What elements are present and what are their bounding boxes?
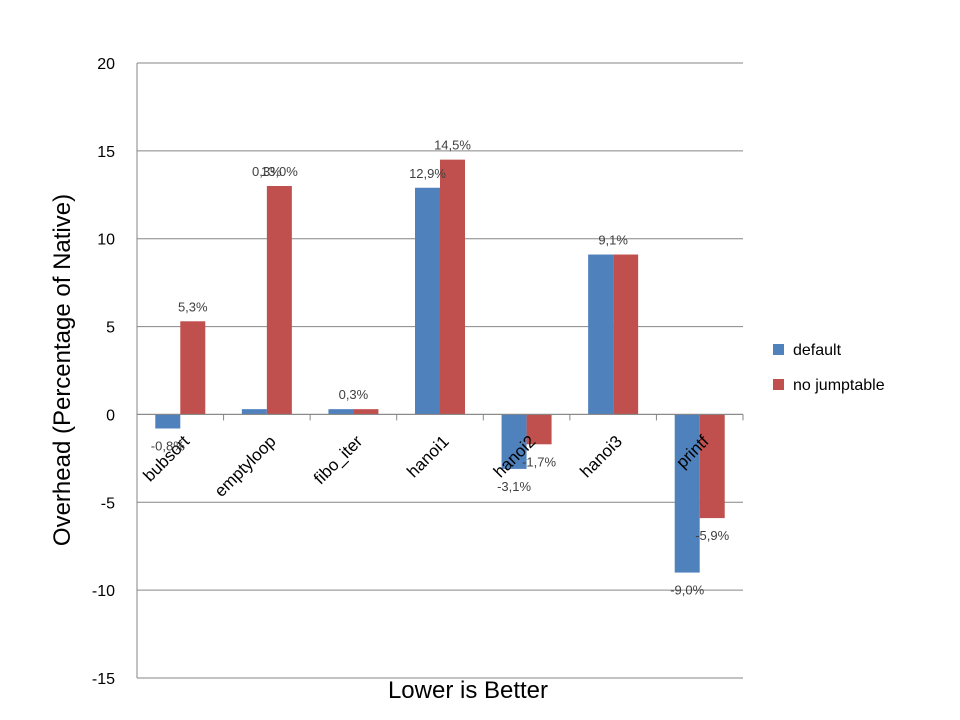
legend-label: default	[793, 342, 842, 359]
bar-no-jumptable-hanoi1	[440, 159, 465, 415]
y-tick-label: 0	[106, 407, 115, 424]
bar-no-jumptable-printf	[699, 414, 725, 519]
bar-default-bubsort	[155, 414, 181, 429]
data-label: -3,1%	[497, 479, 531, 494]
y-tick-label: 5	[106, 320, 115, 337]
bar-default-printf	[674, 414, 700, 573]
data-label: -0,8%	[151, 438, 185, 453]
bar-no-jumptable-bubsort	[180, 321, 206, 415]
legend-label: no jumptable	[793, 377, 885, 394]
bar-default-fibo_iter	[328, 409, 354, 415]
legend-swatch	[773, 344, 784, 355]
bar-series	[155, 159, 725, 573]
bar-default-hanoi1	[415, 187, 440, 415]
y-tick-label: 15	[97, 144, 115, 161]
y-tick-label: -5	[101, 495, 115, 512]
data-label: 0,3%	[252, 164, 282, 179]
bar-no-jumptable-hanoi3	[613, 254, 639, 415]
category-label: hanoi1	[403, 432, 453, 482]
data-label: 9,1%	[598, 233, 628, 248]
data-label: 12,9%	[409, 166, 446, 181]
data-label: 13,0%	[261, 164, 298, 179]
category-labels: bubsort emptyloop fibo_iter hanoi1 hanoi2 han…	[140, 432, 713, 501]
legend: default no jumptable	[773, 342, 885, 394]
bar-default-hanoi2	[501, 414, 527, 469]
bar-default-hanoi3	[588, 254, 614, 415]
data-labels: -0,8% 12,9% -3,1% -9,0% 5,3% 13,0% 14,5% -1,7% -…	[151, 138, 730, 598]
bar-no-jumptable-emptyloop	[266, 186, 292, 415]
y-tick-label: -15	[92, 671, 115, 688]
category-label: emptyloop	[211, 432, 280, 501]
category-label: fibo_iter	[310, 432, 366, 488]
data-label: 14,5%	[434, 138, 471, 153]
axes	[136, 63, 744, 678]
data-label: -5,9%	[695, 528, 729, 543]
data-label: -1,7%	[522, 454, 556, 469]
y-axis-title: Overhead (Percentage of Native)	[49, 194, 76, 546]
data-label: 5,3%	[178, 299, 208, 314]
bar-no-jumptable-fibo_iter	[353, 409, 379, 415]
data-label: -9,0%	[670, 583, 704, 598]
category-label: hanoi3	[576, 432, 626, 482]
y-tick-labels: 20 15 10 5 0 -5 -10 -15	[92, 56, 115, 688]
legend-swatch	[773, 379, 784, 390]
y-tick-label: -10	[92, 583, 115, 600]
bar-default-emptyloop	[241, 409, 267, 415]
y-tick-label: 20	[97, 56, 115, 73]
y-tick-label: 10	[97, 232, 115, 249]
x-axis-title: Lower is Better	[388, 677, 548, 704]
bar-no-jumptable-hanoi2	[526, 414, 552, 445]
data-label: 0,3%	[339, 387, 369, 402]
